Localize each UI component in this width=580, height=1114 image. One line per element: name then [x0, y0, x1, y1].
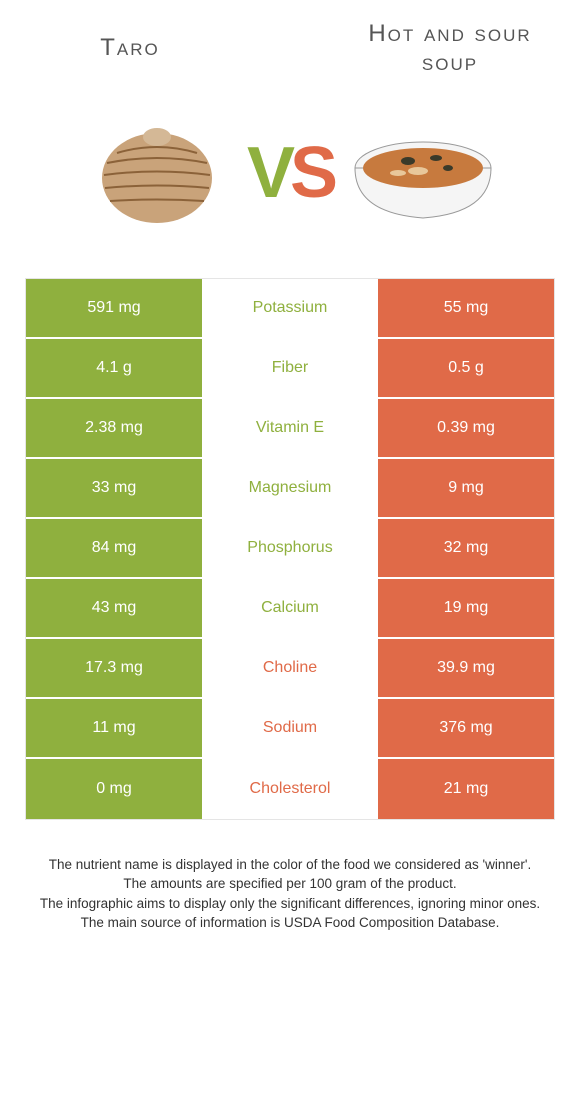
nutrient-table: 591 mgPotassium55 mg4.1 gFiber0.5 g2.38 … — [25, 278, 555, 820]
food-left-image — [82, 98, 232, 248]
value-right: 39.9 mg — [378, 639, 554, 697]
value-left: 11 mg — [26, 699, 202, 757]
food-right-image — [348, 98, 498, 248]
food-right-name: Hot and sour soup — [340, 20, 560, 78]
table-row: 11 mgSodium376 mg — [26, 699, 554, 759]
footer-notes: The nutrient name is displayed in the co… — [0, 820, 580, 933]
value-right: 9 mg — [378, 459, 554, 517]
nutrient-label: Magnesium — [202, 459, 378, 517]
taro-icon — [87, 113, 227, 233]
value-left: 33 mg — [26, 459, 202, 517]
header-row: Taro Hot and sour soup — [0, 0, 580, 88]
nutrient-label: Choline — [202, 639, 378, 697]
footer-line: The infographic aims to display only the… — [15, 894, 565, 914]
value-left: 2.38 mg — [26, 399, 202, 457]
value-left: 43 mg — [26, 579, 202, 637]
value-right: 19 mg — [378, 579, 554, 637]
value-right: 55 mg — [378, 279, 554, 337]
nutrient-label: Sodium — [202, 699, 378, 757]
value-left: 17.3 mg — [26, 639, 202, 697]
vs-right-char: S — [290, 132, 333, 214]
footer-line: The amounts are specified per 100 gram o… — [15, 874, 565, 894]
value-left: 4.1 g — [26, 339, 202, 397]
value-right: 21 mg — [378, 759, 554, 819]
vs-left-char: V — [247, 132, 290, 214]
nutrient-label: Vitamin E — [202, 399, 378, 457]
table-row: 33 mgMagnesium9 mg — [26, 459, 554, 519]
soup-bowl-icon — [348, 113, 498, 233]
value-left: 591 mg — [26, 279, 202, 337]
nutrient-label: Calcium — [202, 579, 378, 637]
value-left: 84 mg — [26, 519, 202, 577]
vs-label: VS — [247, 132, 333, 214]
value-right: 376 mg — [378, 699, 554, 757]
nutrient-label: Cholesterol — [202, 759, 378, 819]
table-row: 84 mgPhosphorus32 mg — [26, 519, 554, 579]
value-right: 0.5 g — [378, 339, 554, 397]
table-row: 4.1 gFiber0.5 g — [26, 339, 554, 399]
table-row: 43 mgCalcium19 mg — [26, 579, 554, 639]
table-row: 591 mgPotassium55 mg — [26, 279, 554, 339]
table-row: 17.3 mgCholine39.9 mg — [26, 639, 554, 699]
value-right: 0.39 mg — [378, 399, 554, 457]
nutrient-label: Potassium — [202, 279, 378, 337]
table-row: 0 mgCholesterol21 mg — [26, 759, 554, 819]
nutrient-label: Fiber — [202, 339, 378, 397]
nutrient-label: Phosphorus — [202, 519, 378, 577]
food-left-name: Taro — [20, 34, 240, 63]
footer-line: The nutrient name is displayed in the co… — [15, 855, 565, 875]
vs-row: VS — [0, 88, 580, 278]
footer-line: The main source of information is USDA F… — [15, 913, 565, 933]
table-row: 2.38 mgVitamin E0.39 mg — [26, 399, 554, 459]
value-right: 32 mg — [378, 519, 554, 577]
value-left: 0 mg — [26, 759, 202, 819]
